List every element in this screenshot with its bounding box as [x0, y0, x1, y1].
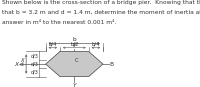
Text: b/4: b/4: [92, 42, 100, 47]
Text: b/4: b/4: [49, 42, 57, 47]
Text: d/3: d/3: [30, 53, 38, 58]
Text: d/3: d/3: [30, 70, 38, 75]
Text: C: C: [75, 58, 79, 63]
Text: answer in m⁴ to the nearest 0.001 m⁴.: answer in m⁴ to the nearest 0.001 m⁴.: [2, 20, 116, 25]
Text: b: b: [72, 37, 76, 42]
Text: b/2: b/2: [70, 42, 79, 47]
Polygon shape: [46, 52, 103, 77]
Text: Y: Y: [73, 43, 76, 48]
Text: B: B: [109, 62, 113, 67]
Text: that b = 3.2 m and d = 1.4 m, determine the moment of inertia about the X-X axis: that b = 3.2 m and d = 1.4 m, determine …: [2, 10, 200, 15]
Text: Shown below is the cross-section of a bridge pier.  Knowing that the cross-secti: Shown below is the cross-section of a br…: [2, 0, 200, 5]
Text: X: X: [20, 58, 24, 63]
Text: X: X: [14, 62, 18, 67]
Text: Y: Y: [73, 83, 76, 87]
Text: d: d: [20, 62, 24, 67]
Text: d/3: d/3: [30, 62, 38, 67]
